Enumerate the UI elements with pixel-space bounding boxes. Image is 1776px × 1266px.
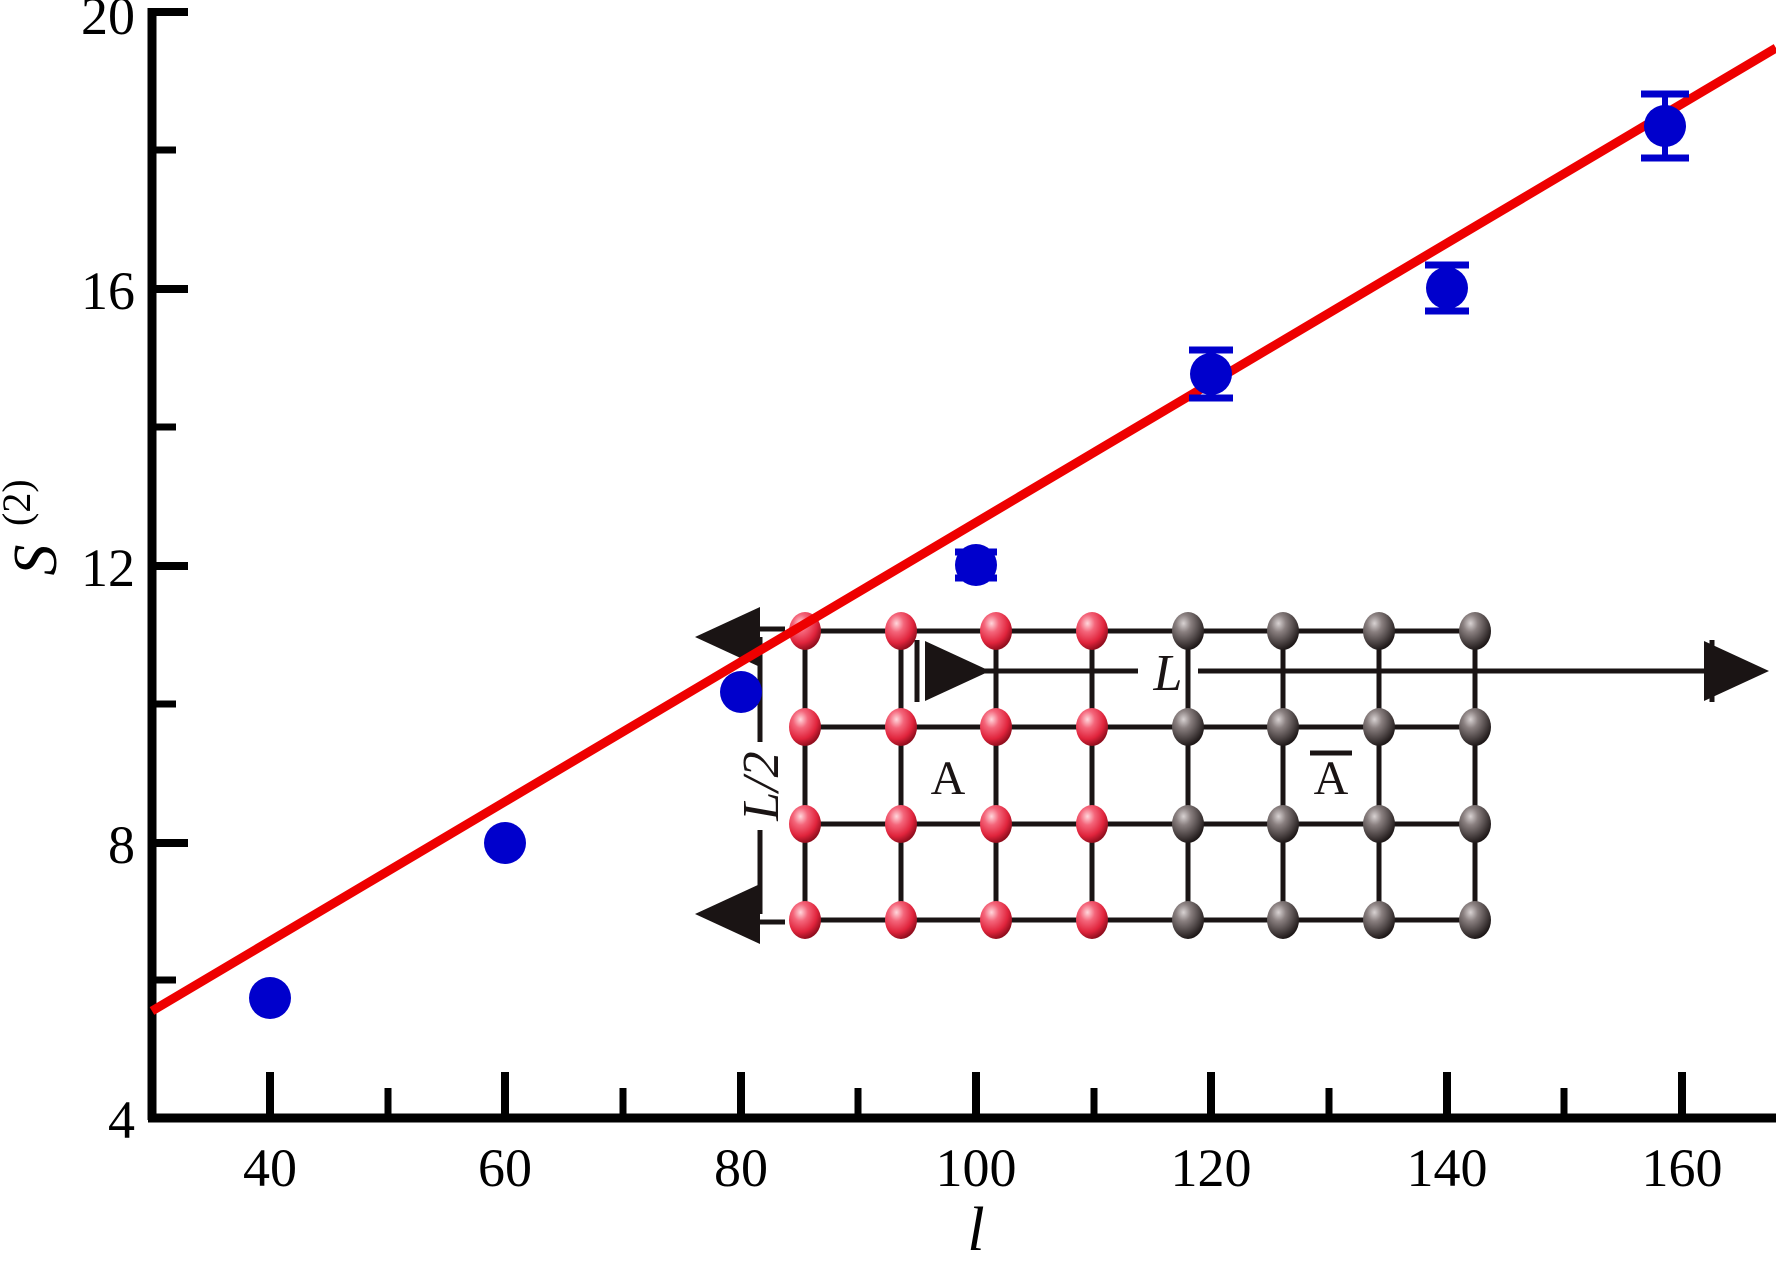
- lattice-site-a: [885, 805, 917, 843]
- y-tick-labels: 20 16 12 8 4: [81, 0, 135, 1150]
- lattice-site-abar: [1363, 901, 1395, 939]
- data-marker-40[interactable]: [249, 977, 291, 1019]
- region-abar-label-group: A: [1310, 750, 1352, 805]
- lattice-site-a: [1076, 708, 1108, 746]
- lattice-site-a: [1076, 612, 1108, 650]
- L-arrow-label: L: [1153, 645, 1183, 702]
- lattice-bonds: [802, 628, 1478, 923]
- lattice-site-a: [789, 901, 821, 939]
- lattice-site-abar: [1172, 708, 1204, 746]
- x-tick-label-120: 120: [1171, 1138, 1252, 1198]
- lattice-site-abar: [1459, 805, 1491, 843]
- y-axis-title: S: [2, 545, 70, 576]
- data-points-group: [249, 90, 1689, 1019]
- lattice-site-abar: [1459, 708, 1491, 746]
- data-point[interactable]: [484, 822, 526, 864]
- lattice-site-abar: [1267, 708, 1299, 746]
- lattice-site-abar: [1267, 805, 1299, 843]
- x-tick-label-60: 60: [478, 1138, 532, 1198]
- data-point[interactable]: [249, 977, 291, 1019]
- x-tick-label-140: 140: [1407, 1138, 1488, 1198]
- x-tick-label-80: 80: [714, 1138, 768, 1198]
- data-marker-100[interactable]: [955, 544, 997, 586]
- inset-lattice-diagram: L L/2: [695, 607, 1769, 944]
- lattice-site-a: [1076, 805, 1108, 843]
- lattice-site-a: [980, 612, 1012, 650]
- lattice-site-abar: [1172, 805, 1204, 843]
- y-tick-label-4: 4: [108, 1090, 135, 1150]
- lattice-site-a: [980, 805, 1012, 843]
- L2-arrow-label-group: L/2: [733, 751, 790, 821]
- y-tick-label-20: 20: [81, 0, 135, 46]
- fit-line-group: [149, 44, 1776, 1015]
- lattice-site-abar: [1459, 612, 1491, 650]
- lattice-site-abar: [1363, 805, 1395, 843]
- x-tick-label-160: 160: [1642, 1138, 1723, 1198]
- lattice-site-abar: [1267, 612, 1299, 650]
- lattice-site-abar: [1172, 612, 1204, 650]
- x-tick-label-40: 40: [243, 1138, 297, 1198]
- x-tick-labels: 40 60 80 100 120 140 160: [243, 1138, 1723, 1198]
- y-axis-ticks: [152, 8, 188, 1122]
- y-axis-title-group: S (2): [0, 479, 70, 575]
- lattice-site-abar: [1363, 612, 1395, 650]
- data-point[interactable]: [1641, 90, 1689, 162]
- lattice-site-a: [789, 805, 821, 843]
- data-marker-80[interactable]: [720, 671, 762, 713]
- data-marker-140[interactable]: [1426, 267, 1468, 309]
- lattice-site-a: [980, 708, 1012, 746]
- x-tick-label-100: 100: [936, 1138, 1017, 1198]
- x-axis-title: l: [967, 1196, 984, 1264]
- x-axis-ticks: [266, 1072, 1686, 1118]
- y-axis-title-superscript: (2): [0, 479, 39, 526]
- y-tick-label-16: 16: [81, 261, 135, 321]
- region-abar-label: A: [1314, 752, 1349, 805]
- linear-fit-line: [149, 44, 1776, 1015]
- data-marker-60[interactable]: [484, 822, 526, 864]
- lattice-sites-region-a: [789, 612, 1108, 939]
- lattice-site-abar: [1172, 901, 1204, 939]
- lattice-site-a: [789, 708, 821, 746]
- lattice-site-abar: [1363, 708, 1395, 746]
- y-tick-label-12: 12: [81, 538, 135, 598]
- lattice-site-a: [885, 901, 917, 939]
- y-tick-label-8: 8: [108, 815, 135, 875]
- lattice-site-abar: [1459, 901, 1491, 939]
- data-point[interactable]: [1189, 346, 1233, 402]
- data-point[interactable]: [1425, 261, 1469, 315]
- lattice-site-a: [885, 708, 917, 746]
- data-point[interactable]: [720, 671, 762, 713]
- lattice-site-a: [1076, 901, 1108, 939]
- data-marker-160[interactable]: [1644, 105, 1686, 147]
- region-a-label: A: [931, 752, 966, 805]
- data-point[interactable]: [955, 544, 997, 586]
- L2-arrow-label: L/2: [733, 751, 790, 821]
- lattice-site-a: [885, 612, 917, 650]
- lattice-sites-region-abar: [1172, 612, 1491, 939]
- lattice-site-a: [980, 901, 1012, 939]
- lattice-site-abar: [1267, 901, 1299, 939]
- axis-titles: l S (2): [0, 479, 985, 1264]
- data-marker-120[interactable]: [1190, 353, 1232, 395]
